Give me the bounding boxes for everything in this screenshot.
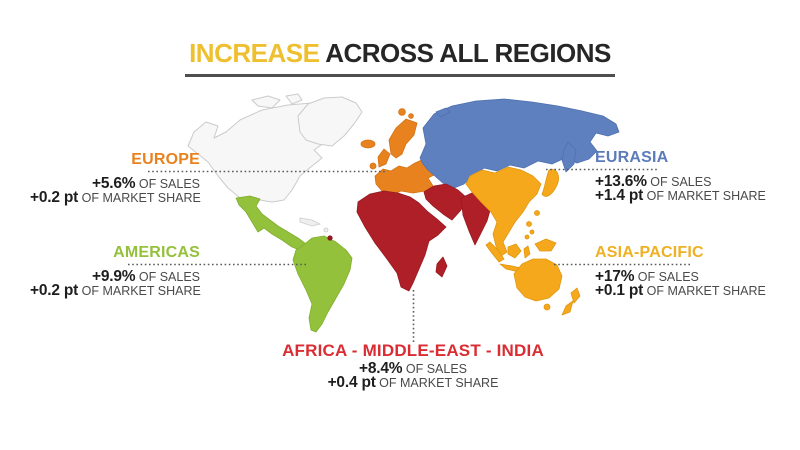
sales-stat: +17% OF SALES: [595, 268, 795, 285]
map-region-americas: [235, 195, 353, 333]
region-label-africa-middle-east-india: AFRICA - MIDDLE-EAST - INDIA: [282, 341, 544, 360]
sales-value: +17%: [595, 268, 635, 285]
title-underline: INCREASE ACROSS ALL REGIONS: [185, 38, 615, 77]
region-callout-asia-pacific: ASIA-PACIFIC +17% OF SALES +0.1 pt OF MA…: [595, 244, 795, 299]
share-stat: +1.4 pt OF MARKET SHARE: [595, 187, 795, 204]
map-region-north-america: [187, 93, 363, 203]
map-french-guiana-dot: [327, 235, 333, 241]
sales-value: +8.4%: [359, 360, 403, 377]
share-stat: +0.2 pt OF MARKET SHARE: [30, 282, 201, 299]
sales-stat: +8.4% OF SALES: [250, 360, 576, 377]
sales-stat: +5.6% OF SALES: [30, 175, 200, 192]
map-region-eurasia: [419, 98, 620, 189]
region-label-americas: AMERICAS: [113, 244, 200, 261]
title-rest: ACROSS ALL REGIONS: [319, 38, 611, 68]
sales-stat: +9.9% OF SALES: [30, 268, 200, 285]
sales-label: OF SALES: [402, 362, 467, 376]
page-title: INCREASE ACROSS ALL REGIONS: [0, 38, 800, 77]
sales-label: OF SALES: [135, 177, 200, 191]
sales-label: OF SALES: [135, 270, 200, 284]
map-caribbean-islands: [299, 217, 329, 233]
share-label: OF MARKET SHARE: [78, 191, 201, 205]
sales-value: +13.6%: [595, 173, 647, 190]
map-region-asia-pacific: [465, 166, 581, 316]
region-callout-africa-middle-east-india: AFRICA - MIDDLE-EAST - INDIA +8.4% OF SA…: [250, 341, 576, 391]
sales-value: +5.6%: [92, 175, 136, 192]
region-callout-americas: AMERICAS +9.9% OF SALES +0.2 pt OF MARKE…: [30, 244, 201, 299]
region-callout-europe: EUROPE +5.6% OF SALES +0.2 pt OF MARKET …: [30, 151, 201, 206]
share-stat: +0.4 pt OF MARKET SHARE: [250, 374, 576, 391]
region-label-europe: EUROPE: [131, 151, 200, 168]
share-value: +0.2 pt: [30, 282, 79, 299]
sales-label: OF SALES: [634, 270, 699, 284]
title-highlight: INCREASE: [189, 38, 320, 68]
share-label: OF MARKET SHARE: [375, 376, 499, 390]
region-label-asia-pacific: ASIA-PACIFIC: [595, 244, 704, 261]
share-label: OF MARKET SHARE: [643, 189, 766, 203]
share-label: OF MARKET SHARE: [643, 284, 766, 298]
share-value: +0.1 pt: [595, 282, 644, 299]
sales-value: +9.9%: [92, 268, 136, 285]
share-stat: +0.2 pt OF MARKET SHARE: [30, 189, 201, 206]
region-label-eurasia: EURASIA: [595, 149, 669, 166]
share-stat: +0.1 pt OF MARKET SHARE: [595, 282, 795, 299]
sales-label: OF SALES: [646, 175, 712, 189]
region-callout-eurasia: EURASIA +13.6% OF SALES +1.4 pt OF MARKE…: [595, 149, 795, 204]
share-label: OF MARKET SHARE: [78, 284, 201, 298]
share-value: +0.2 pt: [30, 189, 79, 206]
share-value: +1.4 pt: [595, 187, 644, 204]
share-value: +0.4 pt: [327, 374, 376, 391]
map-region-africa-middle-east-india: [356, 183, 492, 292]
sales-stat: +13.6% OF SALES: [595, 173, 795, 190]
